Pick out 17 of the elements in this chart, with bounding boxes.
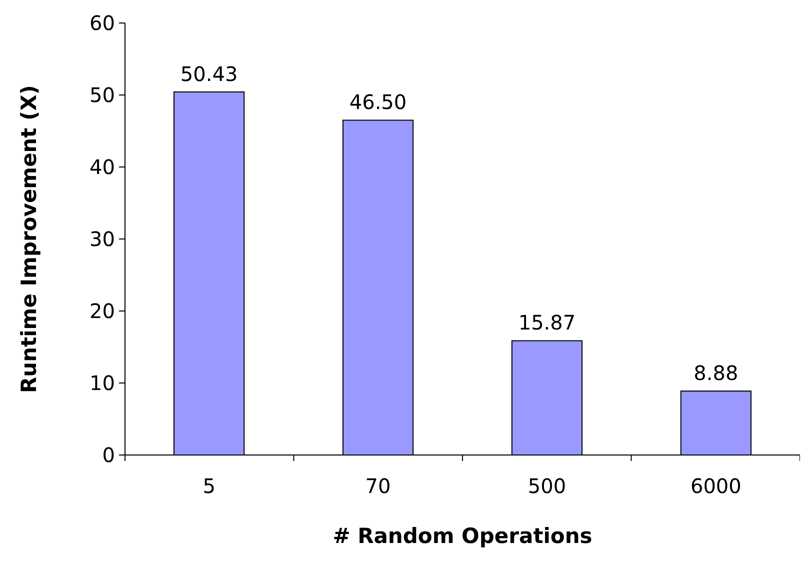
y-tick-label: 30 (90, 227, 115, 251)
y-tick-label: 40 (90, 155, 115, 179)
data-label: 8.88 (694, 361, 738, 386)
x-tick-label: 70 (365, 474, 391, 498)
x-tick-label: 6000 (690, 474, 742, 498)
x-axis-title: # Random Operations (332, 524, 592, 548)
y-tick-label: 0 (102, 443, 115, 467)
y-axis-title: Runtime Improvement (X) (17, 85, 41, 393)
y-tick-label: 20 (90, 299, 115, 323)
data-label: 15.87 (518, 310, 576, 335)
x-tick-label: 5 (202, 474, 216, 498)
y-tick-label: 10 (90, 371, 115, 395)
y-tick-label: 50 (90, 83, 115, 107)
data-label: 50.43 (180, 62, 238, 86)
x-tick-label: 500 (528, 474, 566, 498)
y-tick-label: 60 (90, 11, 115, 35)
data-label: 46.50 (349, 90, 407, 114)
